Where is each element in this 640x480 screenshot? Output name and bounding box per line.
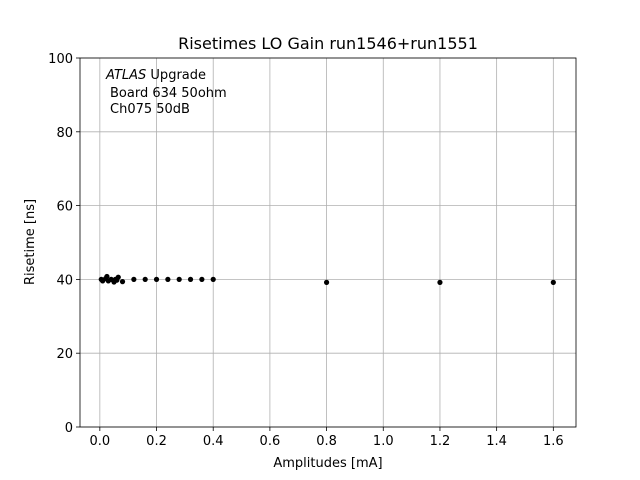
y-tick-label: 100 xyxy=(48,52,73,67)
y-tick-label: 60 xyxy=(56,200,73,215)
annotation: ATLAS Upgrade xyxy=(105,68,206,83)
point xyxy=(104,273,110,280)
plot-frame xyxy=(79,57,577,428)
annotation-line: Board 634 50ohm xyxy=(110,86,227,101)
point xyxy=(142,276,148,282)
point xyxy=(199,276,205,282)
y-tick-label: 40 xyxy=(56,273,73,288)
annotation-line: ATLAS xyxy=(105,68,146,83)
y-tick-label: 0 xyxy=(65,421,73,436)
annotation-line: Ch075 50dB xyxy=(110,102,190,117)
point xyxy=(119,279,126,285)
point xyxy=(437,279,443,285)
point xyxy=(323,279,330,285)
x-tick-label: 1.2 xyxy=(430,434,451,449)
x-tick-label: 0.0 xyxy=(89,434,110,449)
point xyxy=(165,276,171,282)
x-tick-label: 1.6 xyxy=(543,434,564,449)
point xyxy=(550,279,556,285)
point xyxy=(176,276,182,282)
point xyxy=(131,276,137,282)
chart-title: Risetimes LO Gain run1546+run1551 xyxy=(178,34,478,53)
x-tick-label: 0.8 xyxy=(316,434,337,449)
y-tick-label: 20 xyxy=(56,347,73,362)
x-tick-label: 0.6 xyxy=(260,434,281,449)
x-tick-label: 0.4 xyxy=(203,434,224,449)
grid xyxy=(80,57,576,428)
x-axis-label: Amplitudes [mA] xyxy=(273,456,382,471)
y-axis-label: Risetime [ns] xyxy=(23,199,38,285)
point xyxy=(115,274,121,280)
points xyxy=(98,273,556,285)
point xyxy=(210,276,216,282)
point xyxy=(153,276,160,282)
x-tick-label: 0.2 xyxy=(146,434,167,449)
point xyxy=(187,276,194,282)
x-tick-label: 1.4 xyxy=(486,434,507,449)
x-tick-label: 1.0 xyxy=(373,434,394,449)
annotation-line: Upgrade xyxy=(150,68,206,83)
y-tick-label: 80 xyxy=(56,126,73,141)
